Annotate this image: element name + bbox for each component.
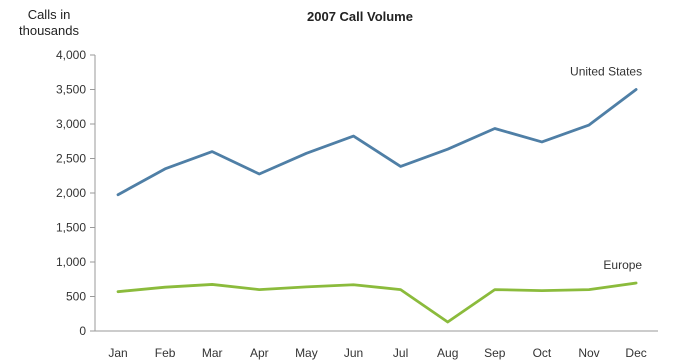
series-line-united-states: [116, 88, 638, 197]
x-tick-label: Feb: [155, 346, 176, 360]
x-tick-label: May: [295, 346, 318, 360]
y-tick-label: 2,000: [56, 186, 86, 200]
chart-title: 2007 Call Volume: [307, 9, 413, 24]
y-axis-label: Calls in thousands: [19, 7, 79, 38]
x-tick-label: Oct: [533, 346, 552, 360]
x-tick-label: Dec: [625, 346, 646, 360]
y-tick-label: 500: [66, 290, 86, 304]
y-tick-label: 0: [79, 324, 86, 338]
series-label: Europe: [603, 258, 642, 272]
y-tick-label: 1,500: [56, 221, 86, 235]
y-tick-label: 1,000: [56, 255, 86, 269]
y-tick-label: 2,500: [56, 152, 86, 166]
x-tick-label: Jul: [393, 346, 408, 360]
y-tick-label: 4,000: [56, 48, 86, 62]
x-tick-label: Mar: [202, 346, 223, 360]
x-tick-label: Jan: [108, 346, 127, 360]
y-tick-label: 3,000: [56, 117, 86, 131]
x-tick-label: Apr: [250, 346, 269, 360]
x-tick-label: Jun: [344, 346, 363, 360]
series-label: United States: [570, 65, 642, 79]
series-line-europe: [116, 281, 638, 324]
x-tick-label: Nov: [578, 346, 599, 360]
x-tick-label: Sep: [484, 346, 506, 360]
y-tick-label: 3,500: [56, 83, 86, 97]
x-tick-label: Aug: [437, 346, 458, 360]
